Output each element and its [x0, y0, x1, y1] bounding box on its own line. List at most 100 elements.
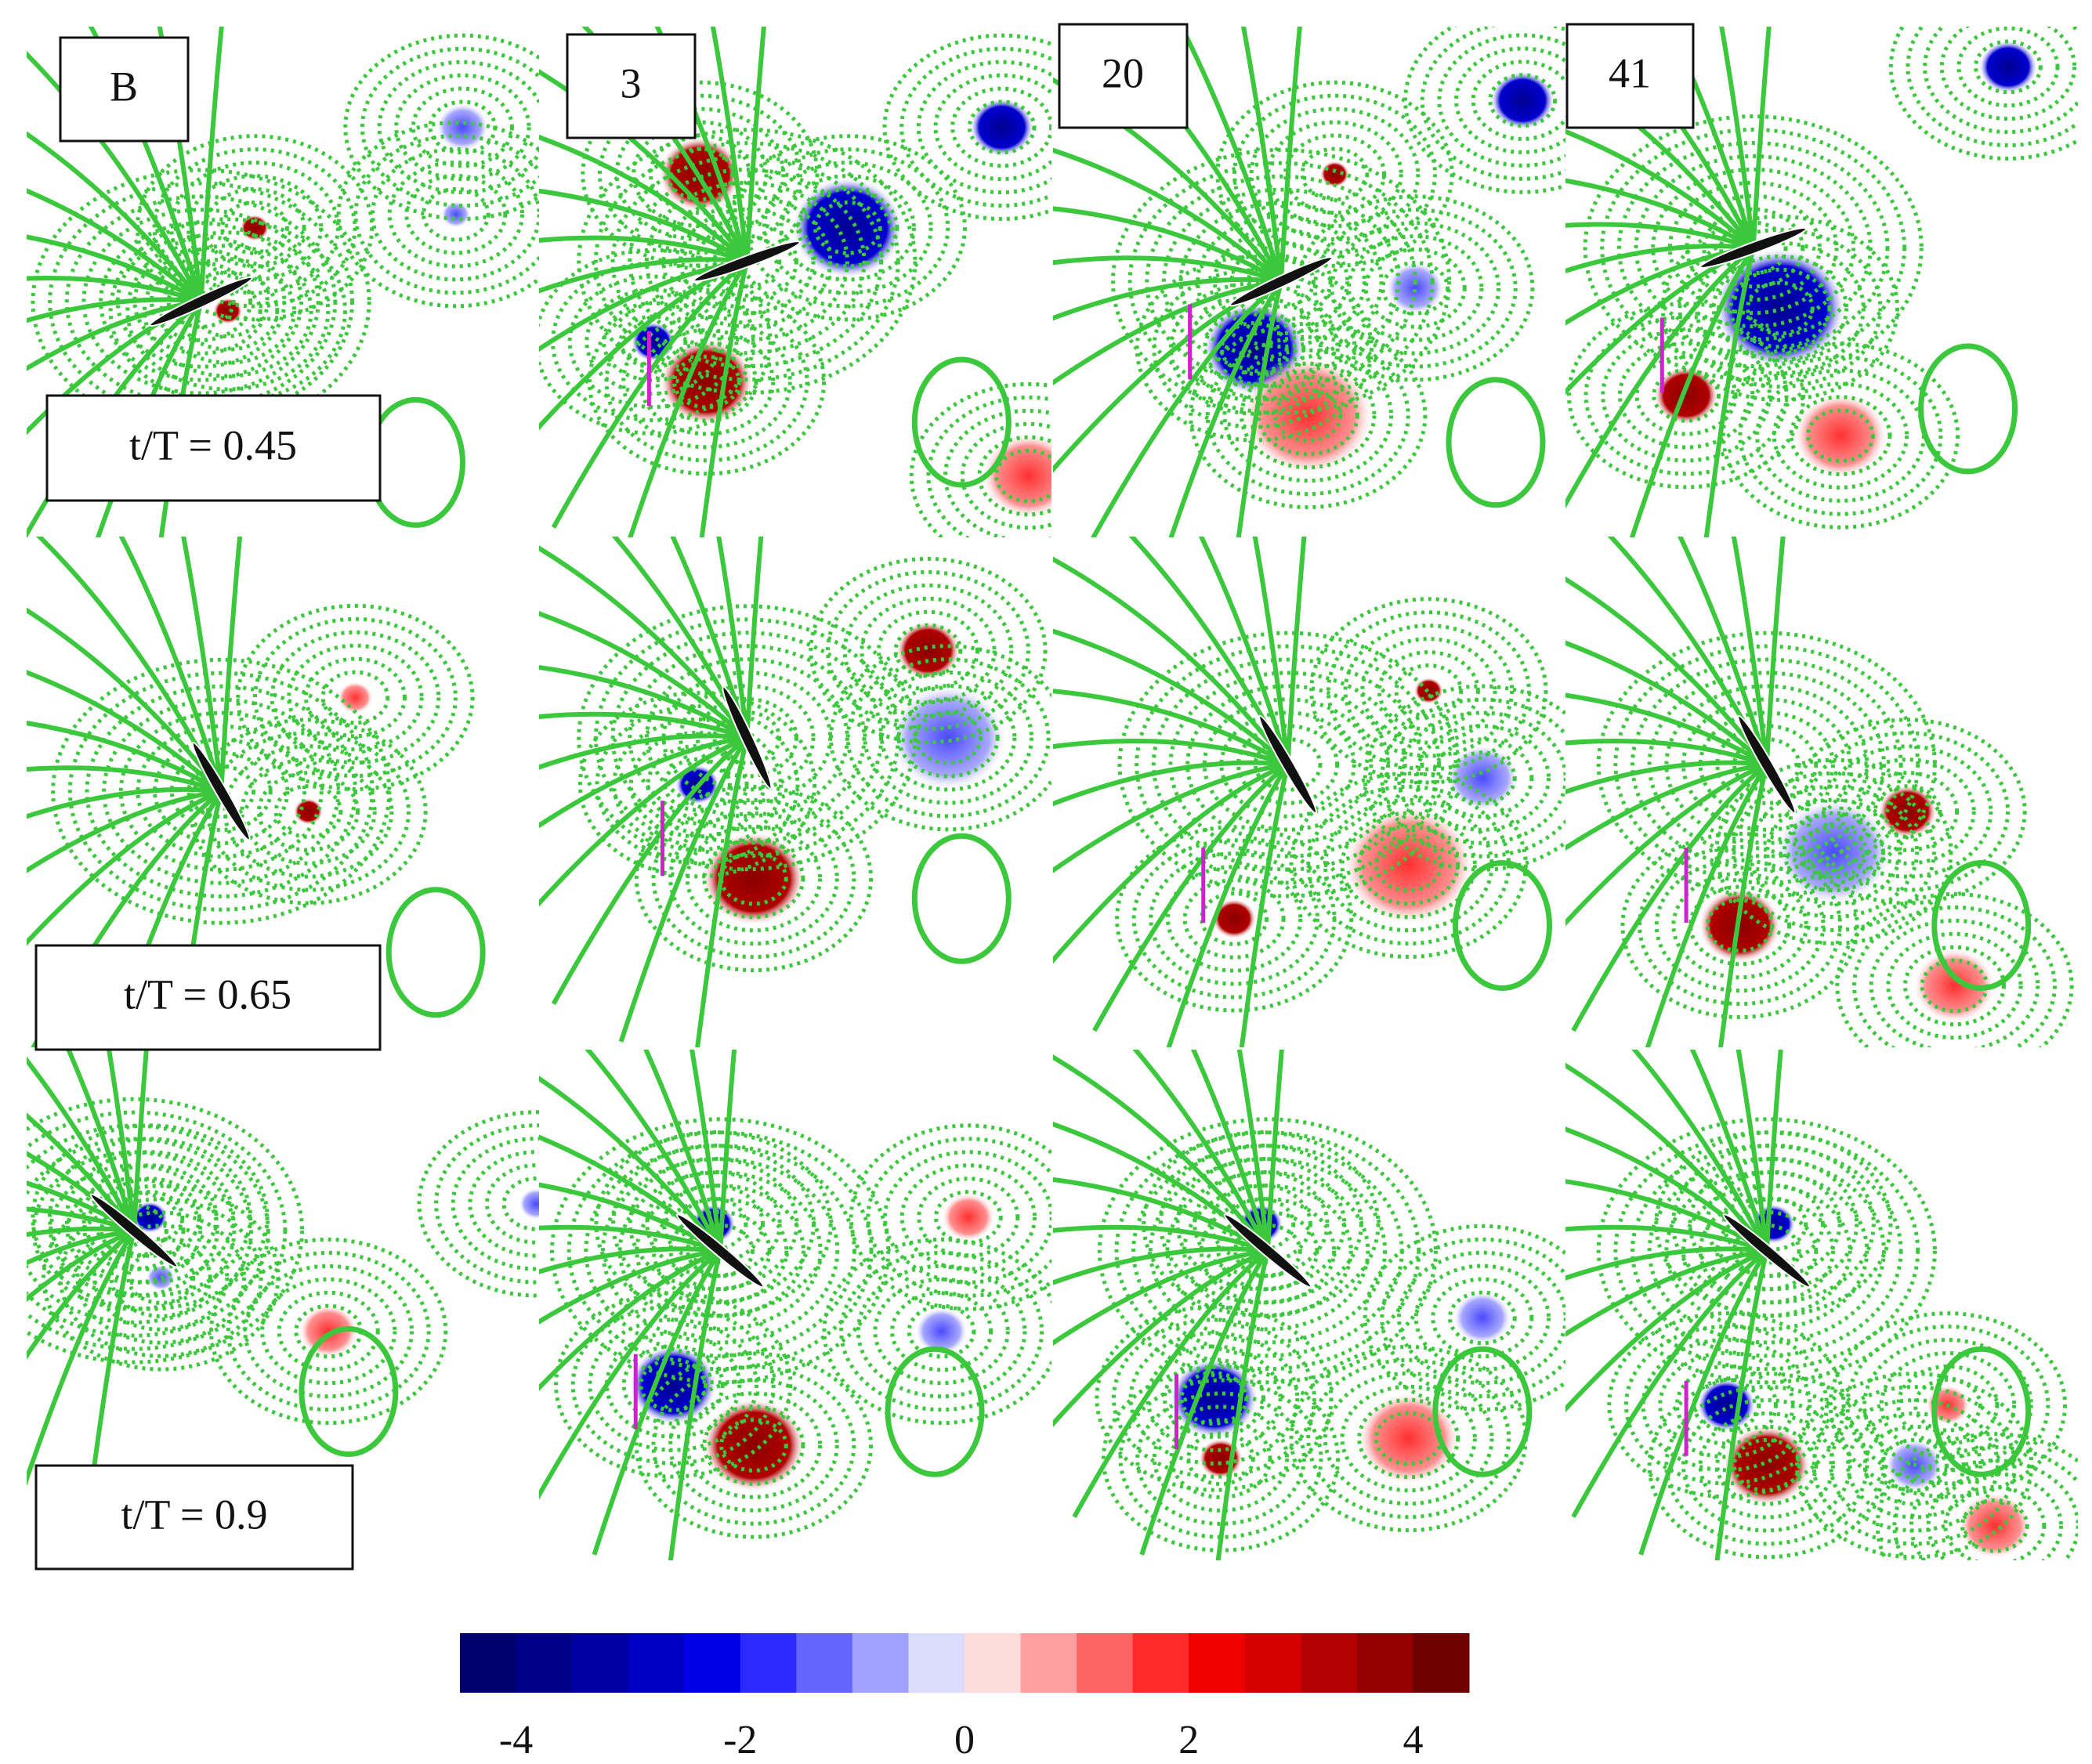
contour	[1363, 1224, 1565, 1412]
contour	[1233, 1223, 1302, 1278]
contour	[1789, 395, 1892, 476]
contour	[1880, 1437, 1949, 1493]
contour	[1806, 408, 1875, 464]
vortex	[1453, 1291, 1512, 1345]
contour	[81, 208, 320, 396]
contour	[686, 1223, 755, 1278]
contour	[118, 710, 324, 872]
contour	[809, 556, 1048, 745]
column-label: 20	[1102, 49, 1144, 96]
contour	[745, 147, 950, 309]
contour	[909, 381, 1051, 537]
contour	[150, 261, 253, 342]
contour	[593, 617, 900, 859]
contour	[1974, 39, 2043, 95]
airfoil	[1223, 1213, 1312, 1289]
contour	[1888, 27, 2078, 161]
airfoil	[1737, 714, 1797, 815]
label-box	[566, 33, 697, 139]
contour	[1714, 757, 1953, 945]
contour	[1634, 154, 1873, 342]
streamline	[1714, 1250, 1769, 1560]
airfoil	[722, 685, 773, 790]
contour	[719, 851, 788, 906]
streamline	[27, 298, 201, 371]
contour	[1664, 1385, 1869, 1546]
streamline	[1252, 537, 1290, 765]
contour	[1607, 1311, 1846, 1499]
contour	[1135, 255, 1374, 443]
panel	[1053, 27, 1565, 537]
contour	[933, 1190, 1003, 1245]
streamline	[1279, 27, 1302, 282]
contour	[1613, 644, 1920, 885]
streamline	[539, 611, 749, 740]
contour	[1128, 1331, 1300, 1466]
contour	[1738, 355, 1943, 516]
contour	[1845, 1325, 2050, 1486]
contour	[1114, 825, 1354, 1013]
vortex	[293, 797, 324, 826]
contour	[1203, 308, 1306, 389]
contour	[1431, 1277, 1534, 1359]
contour	[320, 670, 390, 725]
contour	[176, 270, 280, 352]
contour	[822, 1237, 1051, 1426]
streamline	[198, 27, 224, 302]
contour	[1168, 671, 1407, 859]
contour	[1583, 315, 1789, 476]
streamline	[27, 765, 223, 794]
contour	[950, 86, 1051, 168]
contour	[885, 1346, 985, 1477]
contour	[1721, 1183, 1825, 1265]
label-box	[34, 944, 382, 1051]
contour	[1202, 697, 1374, 832]
contour	[1266, 120, 1403, 229]
contour	[1145, 174, 1417, 389]
vortex	[941, 1193, 995, 1242]
contour	[1212, 227, 1350, 336]
streamline	[1667, 27, 1756, 249]
contour	[914, 710, 983, 765]
contour	[610, 631, 884, 845]
contour	[1326, 610, 1531, 772]
contour	[1822, 744, 1993, 879]
contour	[911, 356, 1012, 488]
contour	[1343, 624, 1515, 758]
airfoil	[693, 240, 801, 283]
contour	[1721, 342, 1960, 530]
streamline	[27, 1056, 136, 1232]
contour	[899, 1163, 1037, 1271]
streamline	[670, 537, 750, 739]
contour	[1638, 844, 1843, 1007]
contour	[896, 696, 1000, 779]
streamline	[36, 537, 223, 793]
contour	[614, 107, 786, 242]
streamline	[1198, 537, 1290, 765]
contour	[1698, 1197, 1835, 1305]
contour	[1169, 1418, 1272, 1499]
contour	[762, 161, 933, 295]
contour	[1852, 905, 2057, 1047]
contour	[1236, 724, 1340, 805]
contour	[1216, 1209, 1319, 1292]
airfoil	[89, 1193, 179, 1268]
vortex	[1385, 261, 1445, 316]
contour	[82, 1190, 186, 1271]
contour	[1616, 140, 1890, 356]
contour	[796, 186, 899, 269]
vortex	[1211, 898, 1257, 939]
contour	[839, 1250, 1044, 1412]
streamline	[27, 131, 203, 303]
streamline	[1571, 762, 1768, 1032]
streamline	[1565, 1062, 1769, 1253]
contour	[1215, 80, 1454, 268]
streamline	[1053, 760, 1288, 807]
contour	[702, 837, 805, 920]
contour	[1219, 321, 1289, 376]
contour	[594, 1130, 833, 1318]
streamline	[1053, 279, 1282, 386]
contour	[634, 784, 874, 973]
contour	[595, 704, 800, 866]
streamline	[1565, 739, 1768, 767]
